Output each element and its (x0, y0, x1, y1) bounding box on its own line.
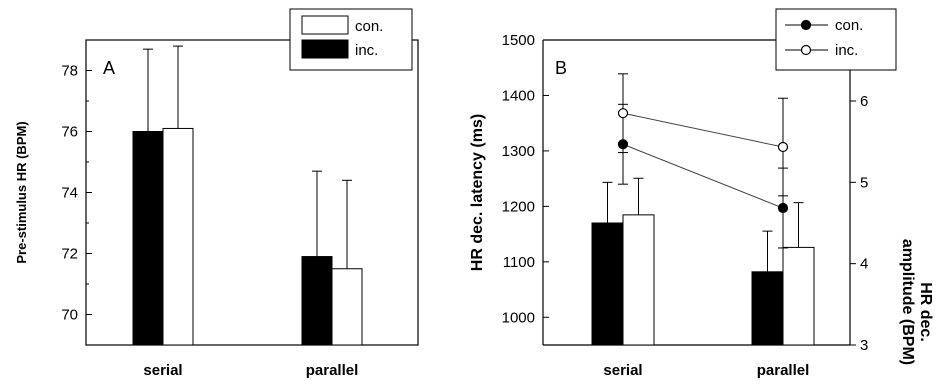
y-left-tick-label-b: 1100 (503, 254, 535, 271)
amplitude-bar-b (782, 246, 815, 346)
legend-label-inc-b: inc. (835, 42, 858, 59)
x-category-label-b: parallel (757, 362, 810, 379)
y-tick-label-a: 78 (61, 63, 78, 80)
latency-point-b (617, 108, 629, 119)
y-right-tick-label-b: 4 (860, 256, 868, 273)
legend-label-con-a: con. (355, 18, 383, 35)
panel-b: 1000 1100 1200 1300 1400 1500 3 4 5 6 serial parall… (469, 8, 934, 379)
y-axis-title-a: Pre-stimulus HR (BPM) (14, 121, 29, 263)
panel-a: 70 72 74 76 78 serial parallel A Pre-stimulus HR… (14, 8, 419, 379)
legend-marker-con-b (800, 19, 812, 31)
x-category-label-b: serial (603, 362, 642, 379)
panel-label-b: B (555, 58, 567, 78)
y-left-axis-title-b: HR dec. latency (ms) (469, 114, 486, 271)
latency-line-b (622, 112, 784, 148)
y-right-axis-title-b-2: amplitude (BPM) (899, 239, 916, 365)
y-left-tick-label-b: 1000 (502, 309, 535, 326)
legend-swatch-con-a (301, 15, 349, 35)
amplitude-bar-b (622, 214, 655, 346)
y-right-axis-title-b-1: HR dec. (917, 282, 934, 342)
y-right-tick-label-b: 5 (860, 174, 868, 191)
amplitude-bar-b (751, 271, 784, 346)
latency-line-b (622, 143, 784, 209)
latency-point-b (777, 141, 789, 153)
y-right-tick-label-b: 6 (860, 93, 868, 110)
legend-box-b (775, 8, 897, 71)
y-tick-label-a: 72 (61, 246, 78, 263)
legend-label-inc-a: inc. (355, 42, 378, 59)
bar-a (162, 127, 194, 346)
legend-label-con-b: con. (835, 17, 863, 34)
latency-point-b (777, 202, 789, 214)
x-category-label-a: parallel (306, 362, 359, 379)
y-tick-label-a: 76 (61, 124, 78, 141)
y-right-tick-label-b: 3 (860, 337, 868, 354)
bar-a (331, 268, 363, 346)
y-tick-label-a: 70 (61, 307, 78, 324)
panel-label-a: A (103, 58, 115, 78)
bar-a (132, 131, 164, 346)
y-left-tick-label-b: 1200 (502, 198, 535, 215)
y-tick-label-a: 74 (61, 185, 78, 202)
bar-a (301, 256, 333, 346)
legend-swatch-inc-a (301, 39, 349, 59)
legend-marker-inc-b (800, 44, 812, 56)
y-left-tick-label-b: 1400 (502, 87, 535, 104)
x-category-label-a: serial (143, 362, 182, 379)
y-left-tick-label-b: 1300 (502, 143, 535, 160)
y-left-tick-label-b: 1500 (502, 32, 535, 49)
amplitude-bar-b (591, 222, 624, 346)
